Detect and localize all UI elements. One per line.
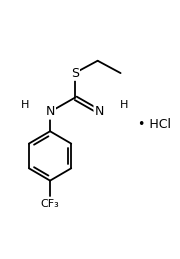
Text: N: N bbox=[45, 105, 55, 118]
Text: • HCl: • HCl bbox=[138, 118, 171, 131]
Text: H: H bbox=[120, 100, 128, 110]
Text: N: N bbox=[45, 105, 55, 118]
Text: CF₃: CF₃ bbox=[41, 199, 59, 208]
Text: N: N bbox=[95, 105, 104, 118]
Text: S: S bbox=[71, 67, 79, 80]
Text: N: N bbox=[95, 105, 104, 118]
Text: S: S bbox=[71, 67, 79, 80]
Text: H: H bbox=[21, 100, 30, 110]
